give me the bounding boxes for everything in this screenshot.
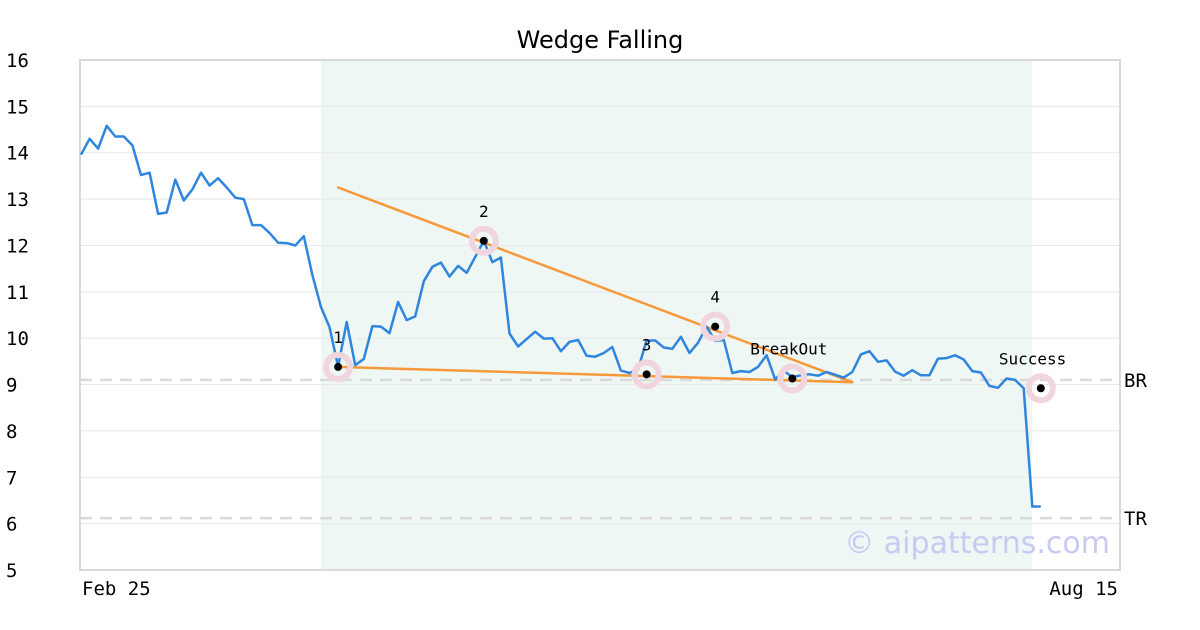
- y-axis-ticks: 5 6 7 8 9 10 11 12 13 14 15 16: [6, 50, 29, 582]
- point-label: 4: [710, 288, 720, 307]
- point-marker: [711, 322, 720, 331]
- y-tick-label: 15: [6, 96, 29, 118]
- point-halo: [777, 363, 808, 394]
- y-tick-label: 10: [6, 328, 29, 350]
- x-tick-label-start: Feb 25: [82, 578, 151, 600]
- reference-label-br: BR: [1124, 370, 1147, 392]
- point-halo: [468, 225, 499, 256]
- point-halo: [631, 359, 662, 390]
- point-halo: [323, 351, 354, 382]
- point-halo: [700, 311, 731, 342]
- point-marker: [788, 374, 797, 383]
- y-tick-label: 7: [6, 467, 17, 489]
- point-label: 1: [333, 328, 343, 347]
- y-tick-label: 12: [6, 235, 29, 257]
- wedge-trendline: [336, 186, 854, 384]
- y-tick-label: 8: [6, 421, 17, 443]
- watermark: © aipatterns.com: [844, 526, 1110, 561]
- y-tick-label: 9: [6, 375, 17, 397]
- y-tick-label: 13: [6, 189, 29, 211]
- point-marker: [334, 362, 343, 371]
- y-tick-label: 14: [6, 143, 29, 165]
- point-label: 3: [642, 335, 652, 354]
- plot-frame: [79, 59, 1121, 571]
- point-halo: [1025, 373, 1056, 404]
- chart-title: Wedge Falling: [517, 26, 684, 54]
- point-marker: [1036, 384, 1045, 393]
- trendline-layer: [336, 186, 854, 384]
- point-marker: [642, 370, 651, 379]
- point-label: 2: [479, 202, 489, 221]
- y-tick-label: 11: [6, 282, 29, 304]
- y-tick-label: 5: [6, 560, 17, 582]
- pattern-points-layer: 1 2 3 4 BreakOut Success: [323, 202, 1066, 404]
- wedge-trendline: [336, 365, 854, 384]
- point-label: BreakOut: [750, 340, 827, 359]
- series-layer: [79, 124, 1041, 508]
- reference-label-tr: TR: [1124, 508, 1147, 530]
- reference-line-layer: BR TR: [80, 370, 1147, 530]
- point-marker: [479, 236, 488, 245]
- price-line: [79, 124, 1041, 508]
- x-tick-label-end: Aug 15: [1049, 578, 1118, 600]
- point-label: Success: [999, 349, 1066, 368]
- y-tick-label: 6: [6, 514, 17, 536]
- y-tick-label: 16: [6, 50, 29, 72]
